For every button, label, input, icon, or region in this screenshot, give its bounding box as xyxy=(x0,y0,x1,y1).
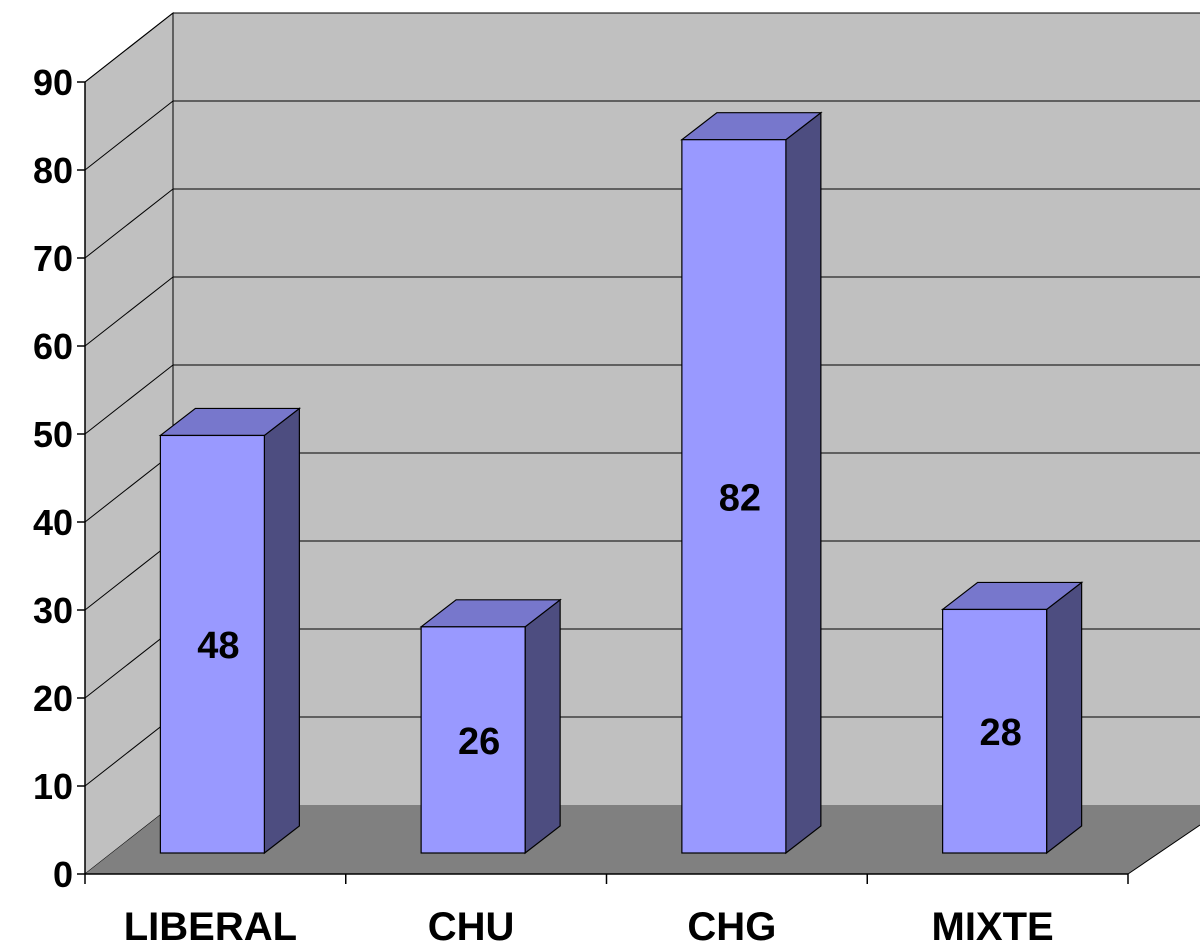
gridline-side xyxy=(84,628,174,699)
x-tick-label: CHG xyxy=(687,905,776,945)
y-tick-label: 80 xyxy=(33,150,73,191)
bar-side xyxy=(785,111,822,855)
bar-front xyxy=(942,608,1048,854)
x-tick-labels: LIBERAL CHU CHG MIXTE xyxy=(124,905,1054,949)
x-tick-label: LIBERAL xyxy=(124,905,297,945)
y-tick-label: 40 xyxy=(33,502,73,543)
bar-side xyxy=(263,407,300,855)
gridline-side xyxy=(84,188,174,259)
gridline-side xyxy=(84,276,174,347)
y-tick-label: 70 xyxy=(33,238,73,279)
floor-right-edge xyxy=(1127,824,1200,875)
y-tick-label: 20 xyxy=(33,678,73,719)
bar-chu xyxy=(419,598,562,855)
axes xyxy=(77,81,1129,884)
data-labels: 48 26 82 28 xyxy=(197,477,1022,763)
y-tick-label: 30 xyxy=(33,590,73,631)
y-tick-label: 50 xyxy=(33,414,73,455)
bar-front xyxy=(159,434,265,854)
gridline-side xyxy=(84,716,174,787)
x-tick-label: MIXTE xyxy=(932,905,1054,945)
gridline-side xyxy=(84,540,174,611)
bar-front xyxy=(420,626,526,854)
y-tick-label: 60 xyxy=(33,326,73,367)
bar-side xyxy=(1046,581,1083,855)
bar-liberal xyxy=(158,407,302,855)
floor xyxy=(85,805,1200,874)
data-label: 82 xyxy=(719,477,761,519)
bar-side xyxy=(524,598,561,855)
gridline-side xyxy=(84,364,174,435)
bar-front xyxy=(681,139,787,854)
y-tick-labels: 0 10 20 30 40 50 60 70 80 90 xyxy=(33,62,73,895)
y-tick-label: 0 xyxy=(53,854,73,895)
bars xyxy=(158,111,1084,855)
data-label: 26 xyxy=(458,721,500,763)
data-label: 28 xyxy=(979,712,1021,754)
bar-mixte xyxy=(940,581,1084,855)
bar-chg xyxy=(680,111,823,855)
gridline-side xyxy=(84,100,174,171)
gridline-side xyxy=(84,452,174,523)
gridline-side xyxy=(84,12,174,83)
data-label: 48 xyxy=(197,625,239,667)
y-tick-label: 90 xyxy=(33,62,73,103)
x-tick-label: CHU xyxy=(428,905,515,945)
y-tick-label: 10 xyxy=(33,766,73,807)
